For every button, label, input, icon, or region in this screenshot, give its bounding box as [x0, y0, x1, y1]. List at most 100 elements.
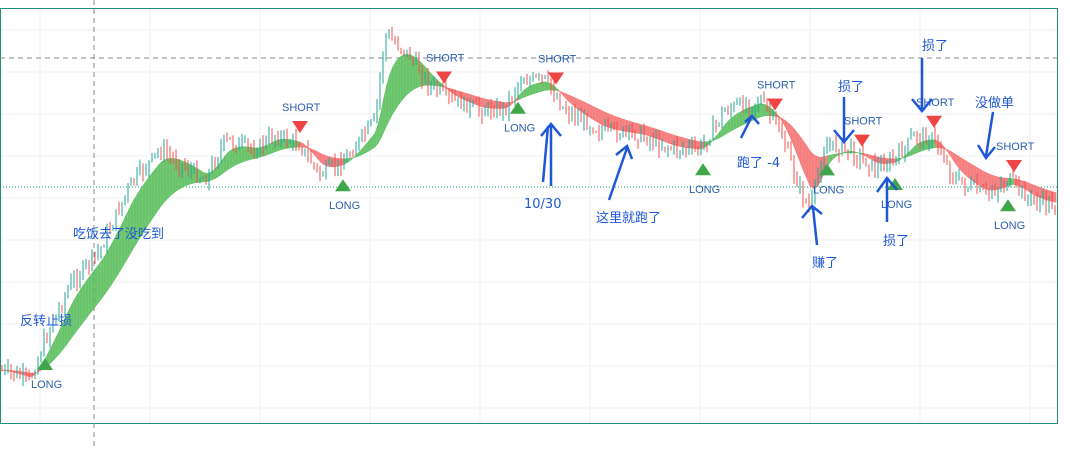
- trend-band-segment: [362, 143, 367, 155]
- trend-band-segment: [947, 149, 952, 158]
- trend-band-segment: [311, 148, 316, 157]
- trend-band-segment: [404, 54, 409, 98]
- note-date: 10/30: [524, 197, 561, 212]
- trend-band-segment: [899, 156, 904, 161]
- trend-band-segment: [143, 179, 148, 233]
- trend-band-segment: [665, 132, 670, 144]
- long-label: LONG: [994, 220, 1025, 232]
- long-label: LONG: [329, 200, 360, 212]
- trend-band-segment: [800, 136, 805, 172]
- trend-band-segment: [224, 151, 229, 173]
- note-exited-minus4: 跑了 -4: [737, 156, 780, 171]
- short-label: SHORT: [844, 116, 883, 128]
- note-loss-2: 损了: [922, 39, 948, 54]
- annotation-arrow: [801, 204, 823, 246]
- trend-band-segment: [374, 124, 379, 148]
- note-loss-1: 损了: [838, 80, 864, 95]
- short-label: SHORT: [426, 53, 465, 65]
- trend-band-segment: [161, 159, 166, 206]
- trend-band-segment: [104, 249, 109, 295]
- note-profit: 赚了: [812, 255, 838, 271]
- trend-band-segment: [854, 151, 859, 154]
- trend-band-segment: [56, 329, 61, 358]
- annotation-arrow: [607, 143, 634, 201]
- short-marker: [767, 98, 783, 111]
- trend-band-segment: [524, 86, 529, 98]
- trend-band-segment: [731, 114, 736, 131]
- trend-band-segment: [359, 147, 364, 156]
- trend-band-segment: [914, 143, 919, 154]
- trend-band-segment: [107, 244, 112, 291]
- trend-band-segment: [647, 126, 652, 137]
- annotations: 反转止损 吃饭去了没吃到 10/30 这里就跑了 跑了 -4 赚了 损了 损了 …: [20, 39, 1014, 329]
- trend-band-segment: [1052, 191, 1057, 203]
- trend-band-segment: [557, 88, 562, 94]
- trend-band-segment: [587, 103, 592, 119]
- trend-band-segment: [299, 141, 304, 148]
- trend-band-segment: [809, 150, 814, 189]
- trend-band-segment: [533, 83, 538, 94]
- trend-band-segment: [599, 109, 604, 126]
- annotation-arrow: [541, 125, 550, 183]
- trend-band-segment: [401, 54, 406, 101]
- trend-band-segment: [479, 97, 484, 108]
- candles: [1, 26, 1056, 387]
- annotation-arrow: [833, 97, 855, 144]
- long-label: LONG: [31, 379, 62, 391]
- short-marker: [854, 134, 870, 147]
- trend-band-segment: [662, 131, 667, 143]
- trend-band-segment: [389, 66, 394, 119]
- trend-band-segment: [635, 122, 640, 134]
- long-marker: [695, 163, 711, 176]
- trend-band-segment: [965, 160, 970, 179]
- trend-band-segment: [170, 158, 175, 196]
- signals: LONG SHORT LONG SHORT LONG SHORT LONG SHORT LONG…: [31, 53, 1035, 392]
- trend-band-segment: [866, 153, 871, 159]
- trend-band-segment: [950, 151, 955, 163]
- trend-band-segment: [977, 167, 982, 187]
- trend-band-segment: [785, 120, 790, 135]
- trend-band-segment: [347, 157, 352, 163]
- trend-band-segment: [380, 97, 385, 139]
- trend-band-segment: [266, 143, 271, 156]
- short-label: SHORT: [757, 80, 796, 92]
- trend-band-segment: [230, 148, 235, 169]
- trend-band-segment: [944, 147, 949, 153]
- trend-band-segment: [869, 154, 874, 161]
- note-exited-here: 这里就跑了: [596, 210, 661, 226]
- trend-band-segment: [320, 153, 325, 166]
- trend-band-segment: [779, 117, 784, 124]
- trend-band-segment: [545, 81, 550, 91]
- trend-band-segment: [74, 292, 79, 334]
- trend-band-segment: [791, 125, 796, 149]
- trend-band-segment: [677, 136, 682, 147]
- trend-band-segment: [734, 112, 739, 130]
- trend-band-segment: [1010, 178, 1015, 185]
- annotation-arrow: [540, 122, 562, 186]
- trend-band-segment: [959, 156, 964, 174]
- trend-band-segment: [212, 167, 217, 180]
- note-loss-3: 损了: [883, 234, 909, 249]
- trend-bands: [0, 54, 1057, 378]
- short-marker: [436, 71, 452, 84]
- trend-band-segment: [146, 175, 151, 228]
- trend-band-segment: [368, 136, 373, 152]
- trend-band-segment: [89, 271, 94, 315]
- long-label: LONG: [504, 123, 535, 135]
- short-marker: [548, 72, 564, 85]
- trend-band-segment: [728, 116, 733, 133]
- trend-band-segment: [236, 146, 241, 165]
- trend-band-segment: [53, 335, 58, 361]
- trend-band-segment: [536, 82, 541, 93]
- trend-band-segment: [1031, 184, 1036, 196]
- trend-band-segment: [806, 145, 811, 186]
- trend-band-segment: [227, 149, 232, 171]
- trend-band-segment: [395, 57, 400, 110]
- trend-band-segment: [542, 81, 547, 92]
- trend-band-segment: [239, 146, 244, 164]
- trend-band-segment: [596, 107, 601, 125]
- long-label: LONG: [813, 184, 844, 196]
- annotation-arrow: [976, 111, 996, 161]
- long-marker: [819, 163, 835, 176]
